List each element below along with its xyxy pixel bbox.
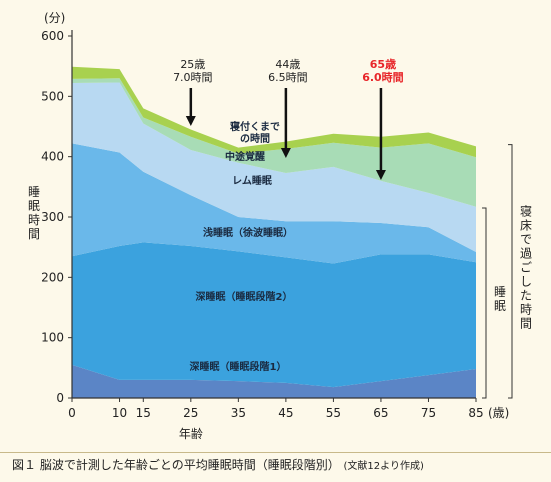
brackets-layer: 睡眠 寝床で過ごした時間 <box>482 144 532 399</box>
area-layer <box>72 66 476 398</box>
annotation-hours-1: 7.0時間 <box>173 71 213 84</box>
y-axis-title: 睡眠時間 <box>28 185 40 241</box>
x-tick-label: 55 <box>326 406 341 420</box>
sleep-chart: 0 100 200 300 400 500 600 0 10 15 25 35 45 55 65 75 85 (歳… <box>28 11 532 441</box>
caption-source: (文献12より作成) <box>343 461 424 472</box>
area-series-6 <box>72 66 476 158</box>
figure-caption: 図１ 脳波で計測した年齢ごとの平均睡眠時間（睡眠段階別） (文献12より作成) <box>12 456 542 473</box>
bracket-2 <box>508 144 513 399</box>
series-label-6: 寝付くまでの時間 <box>230 120 280 145</box>
labels-layer: 深睡眠（睡眠段階1） 深睡眠（睡眠段階2） 浅睡眠（徐波睡眠） レム睡眠 中途覚醒 寝付く… <box>190 120 293 373</box>
x-unit-label: (歳) <box>488 406 509 420</box>
bracket-label-1: 睡眠 <box>494 285 506 313</box>
x-tick-label: 25 <box>183 406 198 420</box>
y-unit-label: (分) <box>44 11 65 25</box>
caption-main: 図１ 脳波で計測した年齢ごとの平均睡眠時間（睡眠段階別） <box>12 458 340 472</box>
area-series-5 <box>72 78 476 207</box>
axes: 0 100 200 300 400 500 600 0 10 15 25 35 45 55 65 75 85 (歳… <box>28 11 509 441</box>
y-tick-label: 600 <box>41 29 64 43</box>
y-tick-label: 200 <box>41 270 64 284</box>
x-tick-label: 15 <box>136 406 151 420</box>
x-tick-label: 85 <box>468 406 483 420</box>
annotation-arrowhead-3 <box>375 170 386 180</box>
y-tick-label: 400 <box>41 150 64 164</box>
annotation-age-1: 25歳 <box>180 58 205 71</box>
x-tick-label: 0 <box>68 406 76 420</box>
annotation-age-3: 65歳 <box>370 57 396 71</box>
y-tick-label: 100 <box>41 331 64 345</box>
annotation-hours-2: 6.5時間 <box>268 71 308 84</box>
area-series-2 <box>72 242 476 388</box>
series-label-5: 中途覚醒 <box>225 150 265 163</box>
y-tick-label: 0 <box>56 391 64 405</box>
area-series-3 <box>72 143 476 264</box>
series-label-4: レム睡眠 <box>232 174 272 187</box>
annotation-arrowhead-1 <box>185 116 196 126</box>
area-series-1 <box>72 364 476 398</box>
x-tick-label: 35 <box>231 406 246 420</box>
bracket-1 <box>482 207 487 399</box>
series-label-1: 深睡眠（睡眠段階1） <box>190 360 287 373</box>
caption-rule <box>0 452 551 453</box>
series-label-2: 深睡眠（睡眠段階2） <box>196 290 293 303</box>
series-label-3: 浅睡眠（徐波睡眠） <box>203 226 293 239</box>
x-axis-title: 年齢 <box>179 426 203 441</box>
annotation-arrowhead-2 <box>280 148 291 158</box>
x-tick-label: 75 <box>421 406 436 420</box>
bracket-label-2: 寝床で過ごした時間 <box>520 203 532 330</box>
y-tick-label: 500 <box>41 89 64 103</box>
y-tick-label: 300 <box>41 210 64 224</box>
area-series-4 <box>72 82 476 252</box>
x-tick-label: 45 <box>278 406 293 420</box>
annotation-age-2: 44歳 <box>275 58 300 71</box>
x-tick-label: 65 <box>373 406 388 420</box>
annotation-hours-3: 6.0時間 <box>362 70 404 84</box>
x-tick-label: 10 <box>112 406 127 420</box>
